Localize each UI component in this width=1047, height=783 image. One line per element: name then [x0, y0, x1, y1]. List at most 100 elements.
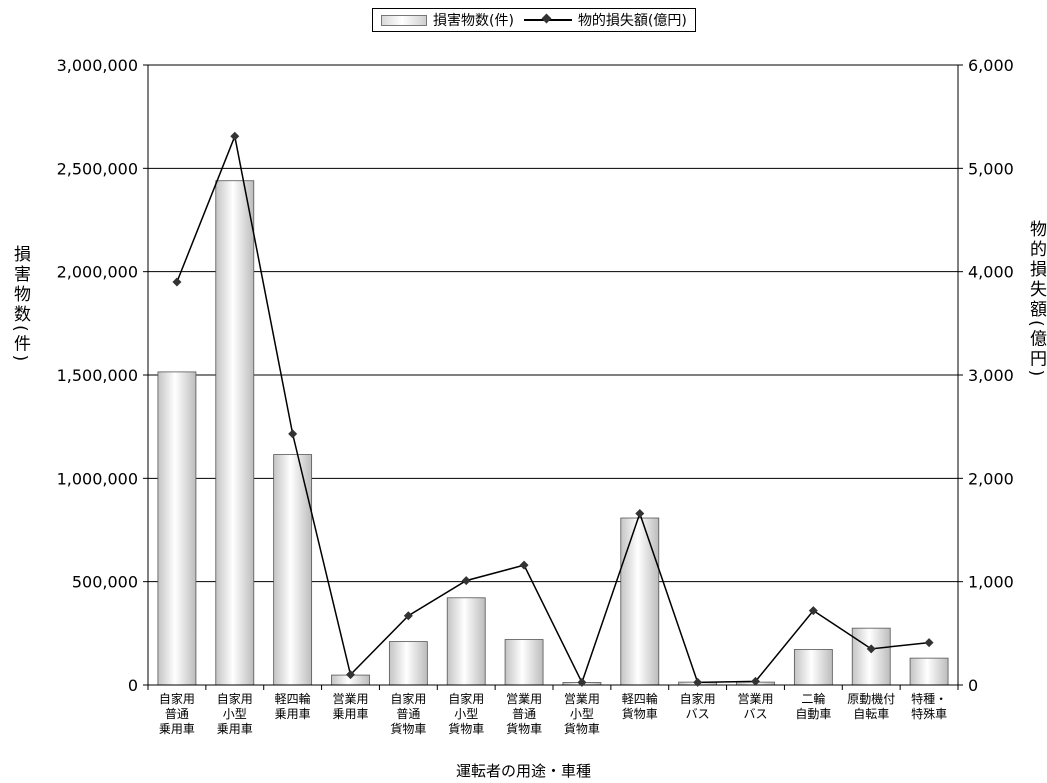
category-label: 自家用バス: [680, 691, 716, 721]
left-tick-label: 500,000: [72, 573, 138, 592]
line-marker: [635, 508, 645, 518]
bar: [157, 371, 197, 686]
category-label: 自家用普通貨物車: [390, 691, 426, 736]
category-label: 軽四輪乗用車: [275, 691, 311, 721]
category-label-line: 営業用: [737, 692, 773, 706]
line-marker: [519, 560, 529, 570]
category-label-line: 軽四輪: [622, 691, 658, 706]
right-tick-label: 6,000: [968, 56, 1014, 75]
category-label-line: 普通: [165, 707, 189, 721]
tick-labels: 0 0 500,000 1,000 1,000,000 2,000 1,500,000 3,0…: [57, 56, 1014, 736]
category-label: 営業用バス: [737, 692, 773, 721]
category-label-line: 自家用: [159, 691, 195, 706]
category-label-line: 自動車: [795, 707, 831, 721]
category-label: 自家用普通乗用車: [159, 691, 195, 736]
bar: [909, 657, 949, 686]
legend-bar-label: 損害物数(件): [433, 13, 514, 29]
line-marker: [346, 670, 355, 680]
left-tick-label: 0: [128, 676, 138, 695]
bar: [388, 641, 428, 686]
category-label-line: 営業用: [332, 692, 368, 706]
line-marker: [751, 676, 760, 686]
category-label-line: 特殊車: [911, 706, 947, 721]
category-label-line: 乗用車: [275, 707, 311, 721]
category-label-line: 貨物車: [622, 706, 658, 721]
bar-series: [157, 180, 949, 686]
axes: [143, 64, 963, 690]
legend-bar-swatch: [381, 14, 427, 26]
category-label: 営業用小型貨物車: [564, 692, 600, 736]
line-series-path: [176, 133, 930, 685]
right-tick-label: 2,000: [968, 469, 1014, 488]
category-label-line: 乗用車: [217, 722, 253, 736]
line-marker: [693, 677, 703, 687]
right-tick-label: 0: [968, 676, 978, 695]
right-tick-label: 4,000: [968, 263, 1014, 282]
category-label: 軽四輪貨物車: [622, 691, 658, 721]
left-axis-title: 損害物数(件): [10, 245, 30, 365]
right-axis-title: 物的損失額(億円): [1026, 220, 1046, 380]
category-label-line: 自家用: [680, 691, 716, 706]
category-label-line: 特種・: [911, 691, 947, 706]
bar: [446, 597, 486, 686]
line-marker: [461, 576, 471, 586]
category-label-line: 小型: [454, 707, 478, 721]
bar: [793, 649, 833, 686]
x-axis-title: 運転者の用途・車種: [455, 762, 591, 780]
right-tick-label: 1,000: [968, 573, 1014, 592]
line-marker: [403, 611, 413, 621]
category-label-line: 貨物車: [390, 721, 426, 736]
category-label-line: 自家用: [390, 691, 426, 706]
category-label-line: 原動機付: [847, 691, 895, 706]
category-label-line: 貨物車: [506, 721, 542, 736]
category-label-line: バス: [743, 707, 767, 721]
legend: 損害物数(件) 物的損失額(億円): [372, 8, 696, 32]
left-tick-label: 2,000,000: [57, 263, 138, 282]
category-label-line: 営業用: [506, 692, 542, 706]
line-series: [172, 131, 934, 687]
category-label: 営業用乗用車: [332, 692, 368, 721]
category-label-line: 二輪: [801, 691, 825, 706]
category-label: 営業用普通貨物車: [506, 692, 542, 736]
gridlines: [148, 64, 958, 583]
category-label-line: 小型: [223, 707, 247, 721]
category-label: 自家用小型貨物車: [448, 691, 484, 736]
category-label-line: 乗用車: [159, 722, 195, 736]
category-label: 二輪自動車: [795, 691, 831, 721]
category-label-line: 自家用: [217, 691, 253, 706]
category-label-line: 貨物車: [448, 721, 484, 736]
category-label-line: 自家用: [448, 691, 484, 706]
left-tick-label: 3,000,000: [57, 56, 138, 75]
left-tick-label: 2,500,000: [57, 159, 138, 178]
category-label-line: 普通: [512, 707, 536, 721]
category-label-line: 営業用: [564, 692, 600, 706]
line-marker: [808, 606, 818, 616]
category-label-line: 貨物車: [564, 721, 600, 736]
right-tick-label: 5,000: [968, 159, 1014, 178]
legend-line-swatch: [523, 14, 572, 26]
legend-line-label: 物的損失額(億円): [577, 13, 687, 29]
right-tick-label: 3,000: [968, 366, 1014, 385]
category-label-line: 乗用車: [332, 707, 368, 721]
bar: [851, 627, 891, 686]
line-marker: [924, 638, 934, 648]
line-marker: [230, 131, 240, 141]
line-marker: [577, 677, 587, 687]
category-label-line: 自転車: [853, 707, 889, 721]
line-marker: [288, 429, 298, 439]
line-marker: [866, 644, 876, 654]
bar: [215, 180, 255, 686]
line-marker: [172, 277, 182, 287]
bar: [620, 517, 660, 686]
bar: [504, 639, 544, 686]
category-label-line: バス: [686, 707, 710, 721]
category-label-line: 軽四輪: [275, 691, 311, 706]
category-label: 原動機付自転車: [847, 691, 895, 721]
category-label-line: 普通: [396, 707, 420, 721]
category-label-line: 小型: [570, 707, 594, 721]
left-tick-label: 1,500,000: [57, 366, 138, 385]
category-label: 自家用小型乗用車: [217, 691, 253, 736]
left-tick-label: 1,000,000: [57, 469, 138, 488]
category-label: 特種・特殊車: [911, 691, 947, 721]
